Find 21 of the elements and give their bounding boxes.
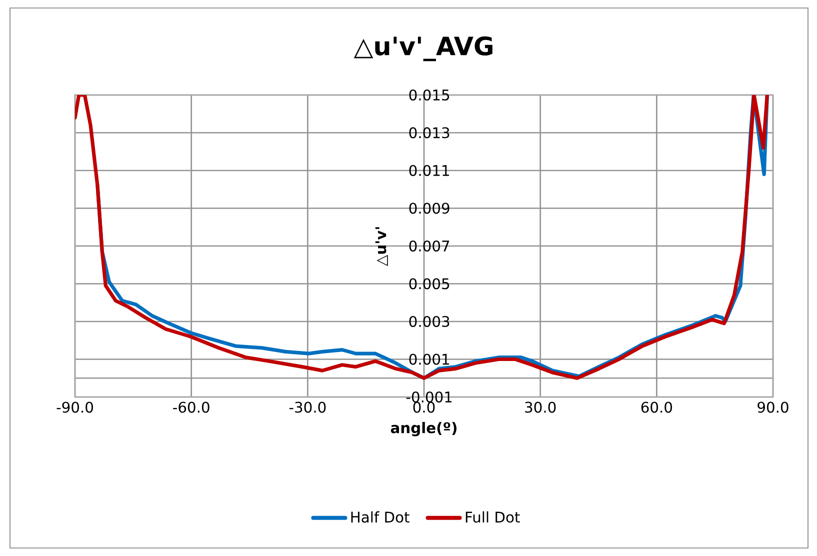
y-tick-label: 0.005 [409,278,450,290]
y-tick-label: 0.007 [409,240,450,252]
x-tick-label: -30.0 [289,402,326,413]
y-tick-label: 0.009 [409,202,450,214]
x-axis-title: angle(º) [390,422,456,436]
chart-title: △u'v'_AVG [354,36,492,62]
x-tick-label: 30.0 [525,402,556,413]
x-tick-label: 0.0 [413,402,435,413]
y-tick-label: 0.013 [409,127,450,138]
y-tick-label: 0.015 [409,89,450,101]
y-tick-label: 0.011 [409,164,449,176]
x-tick-label: 90.0 [758,402,788,413]
x-tick-label: -60.0 [173,402,210,413]
legend-label: Full Dot [466,511,520,523]
y-tick-label: 0.003 [409,316,450,328]
y-tick-label: 0.001 [409,354,449,365]
legend-label: Half Dot [351,511,410,523]
y-axis-title: △u'v' [375,227,388,266]
x-tick-label: -90.0 [56,402,93,413]
x-tick-label: 60.0 [641,402,672,413]
y-tick-label: -0.001 [406,391,452,403]
